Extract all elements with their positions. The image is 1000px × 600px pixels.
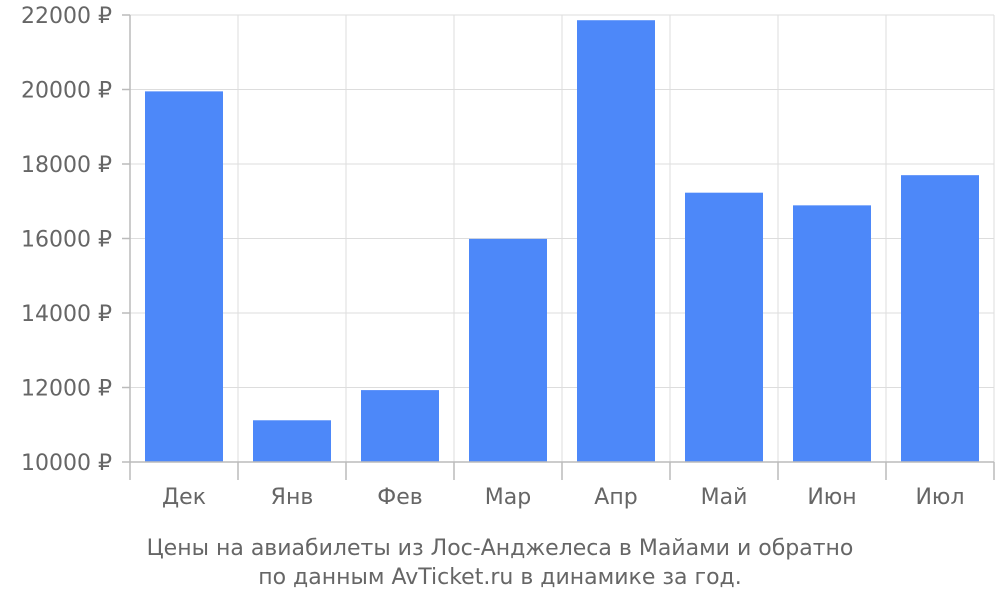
x-tick-label: Май [701, 485, 748, 510]
y-tick-label: 16000 ₽ [21, 228, 112, 253]
x-tick-label: Дек [162, 485, 206, 510]
bars [145, 20, 979, 463]
bar-1 [145, 91, 223, 463]
x-tick-label: Июл [915, 485, 964, 510]
bar-2 [253, 420, 331, 462]
y-tick-label: 14000 ₽ [21, 302, 112, 327]
x-tick-label: Апр [594, 485, 637, 510]
x-tick-label: Фев [377, 485, 422, 510]
x-tick-label: Мар [485, 485, 531, 510]
caption-line-2: по данным AvTicket.ru в динамике за год. [258, 565, 742, 590]
y-tick-label: 18000 ₽ [21, 153, 112, 178]
y-tick-label: 20000 ₽ [21, 79, 112, 104]
caption-line-1: Цены на авиабилеты из Лос-Анджелеса в Ма… [147, 536, 854, 561]
y-tick-label: 22000 ₽ [21, 4, 112, 29]
y-tick-label: 12000 ₽ [21, 377, 112, 402]
grid [130, 14, 995, 463]
bar-7 [793, 205, 871, 462]
tick-labels: 10000 ₽ 12000 ₽ 14000 ₽ 16000 ₽ 18000 ₽ 20000… [21, 4, 965, 510]
bar-8 [901, 175, 979, 463]
bar-4 [469, 238, 547, 462]
bar-6 [685, 192, 763, 462]
y-tick-label: 10000 ₽ [21, 451, 112, 476]
bar-5 [577, 20, 655, 463]
x-tick-label: Июн [807, 485, 856, 510]
axes [122, 14, 995, 480]
caption: Цены на авиабилеты из Лос-Анджелеса в Ма… [147, 536, 854, 590]
x-tick-label: Янв [271, 485, 314, 510]
bar-3 [361, 390, 439, 462]
